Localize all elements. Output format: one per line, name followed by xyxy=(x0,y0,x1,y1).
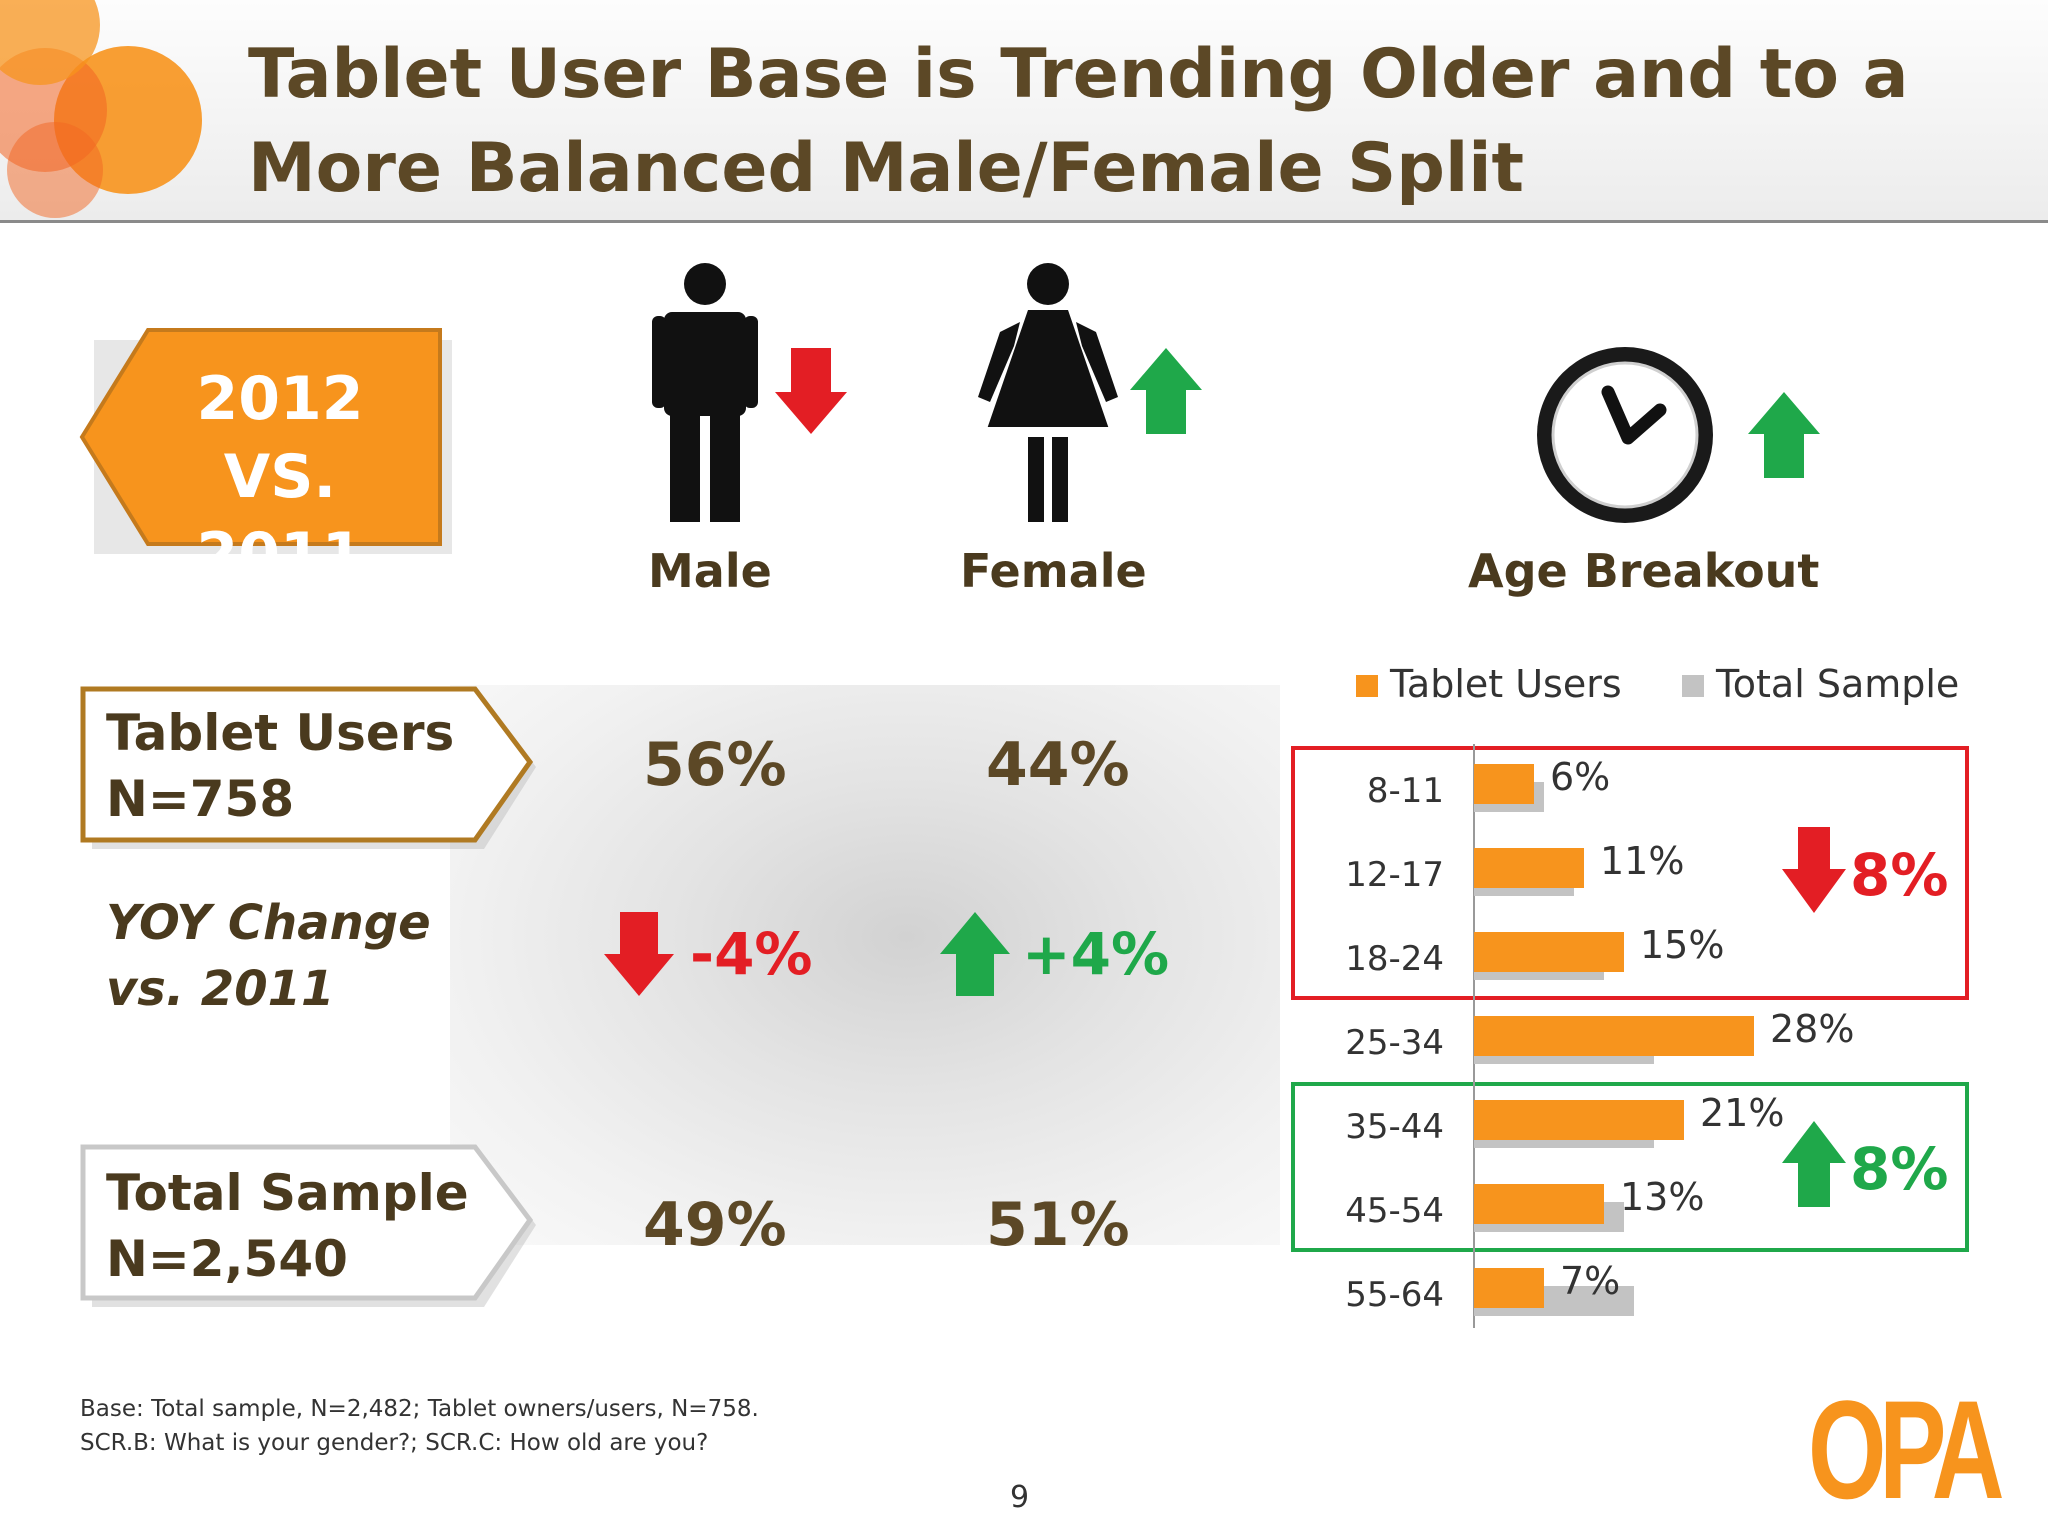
legend-swatch-1 xyxy=(1356,675,1378,697)
total-female-pct: 51% xyxy=(986,1190,1130,1260)
tablet-female-pct: 44% xyxy=(986,730,1130,800)
data-label: 28% xyxy=(1770,1007,1854,1051)
category-label: 45-54 xyxy=(1345,1191,1444,1231)
data-label: 7% xyxy=(1560,1259,1620,1303)
bar-tablet-users xyxy=(1474,1100,1684,1140)
clock-icon xyxy=(1537,347,1713,523)
age-breakout-label: Age Breakout xyxy=(1468,544,1820,598)
annotation-value-2: 8% xyxy=(1850,1135,1948,1203)
data-label: 11% xyxy=(1600,839,1684,883)
legend-label-1: Tablet Users xyxy=(1389,662,1622,706)
opa-logo: OPA xyxy=(1808,1371,2005,1528)
yoy-male-change: -4% xyxy=(690,920,813,988)
yoy-change-label: YOY Change vs. 2011 xyxy=(106,890,431,1022)
yoy-female-up-arrow-icon xyxy=(940,912,1010,996)
bar-tablet-users xyxy=(1474,1016,1754,1056)
bar-tablet-users xyxy=(1474,932,1624,972)
year-badge xyxy=(79,328,452,554)
category-label: 18-24 xyxy=(1345,939,1444,979)
annotation-value-1: 8% xyxy=(1850,841,1948,909)
male-down-arrow-icon xyxy=(775,348,847,434)
yoy-line-1: YOY Change xyxy=(106,895,431,951)
legend-label-2: Total Sample xyxy=(1715,662,1959,706)
data-label: 21% xyxy=(1700,1091,1784,1135)
annotation-box-2 xyxy=(1291,1082,1969,1252)
year-badge-text: 2012 VS. 2011 xyxy=(130,360,430,594)
yoy-female-change: +4% xyxy=(1022,920,1170,988)
footnote-base: Base: Total sample, N=2,482; Tablet owne… xyxy=(80,1396,759,1422)
female-up-arrow-icon xyxy=(1130,348,1202,434)
footnote-questions: SCR.B: What is your gender?; SCR.C: How … xyxy=(80,1430,709,1456)
age-up-arrow-icon xyxy=(1748,392,1820,478)
category-label: 12-17 xyxy=(1345,855,1444,895)
yoy-line-2: vs. 2011 xyxy=(106,961,335,1017)
badge-line-2: VS. 2011 xyxy=(196,442,364,590)
total-sample-n: N=2,540 xyxy=(106,1230,348,1288)
header-bar: Tablet User Base is Trending Older and t… xyxy=(0,0,2048,223)
bar-tablet-users xyxy=(1474,848,1584,888)
annotation-box-1 xyxy=(1291,746,1969,1000)
page-number: 9 xyxy=(1010,1480,1030,1515)
total-sample-title: Total Sample xyxy=(106,1164,469,1222)
total-male-pct: 49% xyxy=(643,1190,787,1260)
data-label: 6% xyxy=(1550,755,1610,799)
female-label: Female xyxy=(960,544,1147,598)
title-line-1: Tablet User Base is Trending Older and t… xyxy=(248,35,1909,114)
bar-tablet-users xyxy=(1474,1268,1544,1308)
bar-tablet-users xyxy=(1474,764,1534,804)
annotation-arrow-up-icon xyxy=(1782,1121,1846,1207)
total-sample-label: Total Sample N=2,540 xyxy=(106,1160,469,1292)
tablet-users-callout xyxy=(80,686,536,849)
category-label: 55-64 xyxy=(1345,1275,1444,1315)
title-line-2: More Balanced Male/Female Split xyxy=(248,129,1525,208)
data-label: 15% xyxy=(1640,923,1724,967)
bar-tablet-users xyxy=(1474,1184,1604,1224)
tablet-users-label: Tablet Users N=758 xyxy=(106,700,454,832)
age-breakout-chart: Tablet Users Total Sample 8% 8% 8-11 6% 12-17 1… xyxy=(1291,662,1969,1328)
category-label: 35-44 xyxy=(1345,1107,1444,1147)
badge-line-1: 2012 xyxy=(196,364,364,434)
annotation-arrow-down-icon xyxy=(1782,827,1846,913)
total-sample-callout xyxy=(80,1144,536,1307)
tablet-users-n: N=758 xyxy=(106,770,295,828)
yoy-male-down-arrow-icon xyxy=(604,912,674,996)
male-icon xyxy=(652,263,758,522)
category-label: 8-11 xyxy=(1367,771,1444,811)
male-label: Male xyxy=(648,544,772,598)
page-title: Tablet User Base is Trending Older and t… xyxy=(248,28,1909,216)
category-label: 25-34 xyxy=(1345,1023,1444,1063)
tablet-male-pct: 56% xyxy=(643,730,787,800)
data-label: 13% xyxy=(1620,1175,1704,1219)
female-icon xyxy=(978,263,1118,522)
legend-swatch-2 xyxy=(1682,675,1704,697)
decorative-circles-icon xyxy=(0,0,202,218)
tablet-users-title: Tablet Users xyxy=(106,704,455,762)
background-photo xyxy=(450,685,1280,1245)
